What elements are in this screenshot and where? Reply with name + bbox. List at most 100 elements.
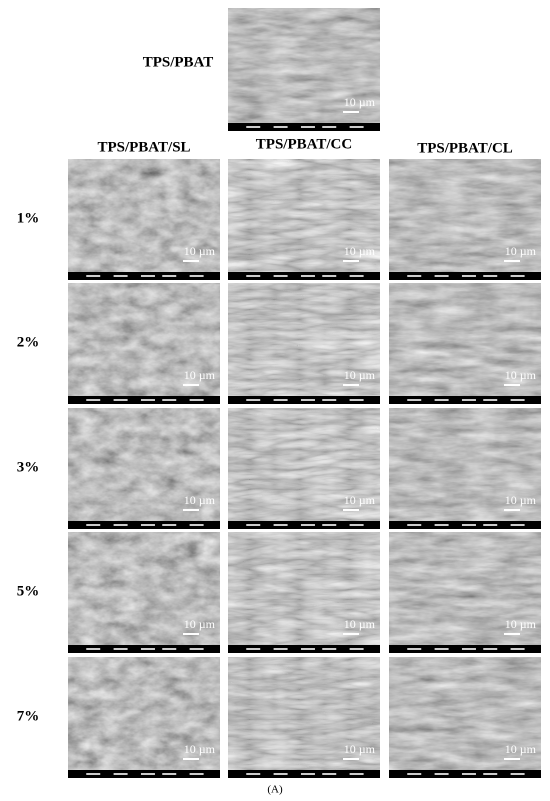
scale-bar — [504, 758, 520, 760]
info-text — [483, 773, 498, 775]
info-text — [113, 275, 128, 277]
info-text — [300, 648, 315, 650]
info-text — [349, 648, 364, 650]
sem-texture — [389, 283, 541, 396]
info-text — [434, 524, 449, 526]
scale-bar — [343, 260, 359, 262]
info-text — [246, 126, 261, 128]
scale-bar — [343, 758, 359, 760]
info-text — [189, 648, 204, 650]
info-text — [113, 524, 128, 526]
scale-bar — [504, 633, 520, 635]
info-text — [461, 399, 476, 401]
info-text — [510, 524, 525, 526]
scale-label: 10 µm — [505, 742, 537, 756]
sem-image: 10 µm — [228, 8, 380, 131]
info-text — [322, 275, 337, 277]
sem-texture — [68, 283, 220, 396]
sem-image: 10 µm — [68, 283, 220, 404]
info-text — [300, 399, 315, 401]
info-text — [273, 126, 288, 128]
row-label: 2% — [17, 334, 40, 350]
info-text — [407, 648, 422, 650]
info-text — [273, 648, 288, 650]
info-text — [434, 275, 449, 277]
info-text — [246, 524, 261, 526]
info-text — [246, 399, 261, 401]
sem-texture — [228, 657, 380, 770]
info-text — [162, 773, 177, 775]
sem-texture — [228, 408, 380, 521]
info-text — [483, 648, 498, 650]
sem-image: 10 µm — [228, 657, 380, 778]
info-text — [140, 524, 155, 526]
info-text — [322, 773, 337, 775]
info-text — [140, 399, 155, 401]
info-text — [434, 399, 449, 401]
sem-texture — [389, 657, 541, 770]
info-text — [461, 773, 476, 775]
sem-texture — [68, 408, 220, 521]
sem-image: 10 µm — [389, 657, 541, 778]
scale-bar — [183, 260, 199, 262]
info-text — [86, 275, 101, 277]
info-text — [434, 648, 449, 650]
info-text — [510, 648, 525, 650]
caption: (A) — [267, 784, 283, 796]
info-text — [189, 399, 204, 401]
sem-image: 10 µm — [389, 532, 541, 653]
info-text — [407, 399, 422, 401]
info-text — [461, 648, 476, 650]
sem-image: 10 µm — [228, 408, 380, 529]
scale-label: 10 µm — [344, 368, 376, 382]
scale-bar — [183, 633, 199, 635]
column-label: TPS/PBAT/CL — [417, 140, 513, 156]
info-text — [434, 773, 449, 775]
scale-label: 10 µm — [184, 617, 216, 631]
sem-image: 10 µm — [389, 159, 541, 280]
info-text — [162, 399, 177, 401]
info-text — [322, 399, 337, 401]
info-text — [189, 275, 204, 277]
scale-label: 10 µm — [344, 244, 376, 258]
sem-texture — [389, 532, 541, 645]
sem-texture — [228, 8, 380, 123]
scale-bar — [183, 758, 199, 760]
sem-texture — [228, 283, 380, 396]
sem-texture — [68, 159, 220, 272]
sem-image: 10 µm — [389, 408, 541, 529]
sem-image: 10 µm — [228, 283, 380, 404]
info-text — [407, 524, 422, 526]
scale-label: 10 µm — [505, 368, 537, 382]
info-text — [113, 399, 128, 401]
info-text — [510, 275, 525, 277]
info-text — [162, 275, 177, 277]
sem-texture — [68, 532, 220, 645]
sem-texture — [389, 408, 541, 521]
info-text — [322, 524, 337, 526]
row-label: 3% — [17, 459, 40, 475]
info-text — [483, 524, 498, 526]
info-text — [140, 275, 155, 277]
scale-label: 10 µm — [505, 617, 537, 631]
info-text — [246, 773, 261, 775]
info-text — [349, 399, 364, 401]
info-text — [140, 773, 155, 775]
scale-bar — [343, 111, 359, 113]
info-text — [349, 524, 364, 526]
sem-texture — [228, 159, 380, 272]
info-text — [189, 773, 204, 775]
scale-bar — [183, 509, 199, 511]
info-text — [349, 126, 364, 128]
info-text — [483, 399, 498, 401]
info-text — [140, 648, 155, 650]
scale-label: 10 µm — [184, 493, 216, 507]
sem-texture — [228, 532, 380, 645]
info-text — [189, 524, 204, 526]
sem-image: 10 µm — [228, 532, 380, 653]
info-text — [407, 773, 422, 775]
row-label: 7% — [17, 708, 40, 724]
info-text — [246, 648, 261, 650]
scale-bar — [183, 384, 199, 386]
info-text — [483, 275, 498, 277]
